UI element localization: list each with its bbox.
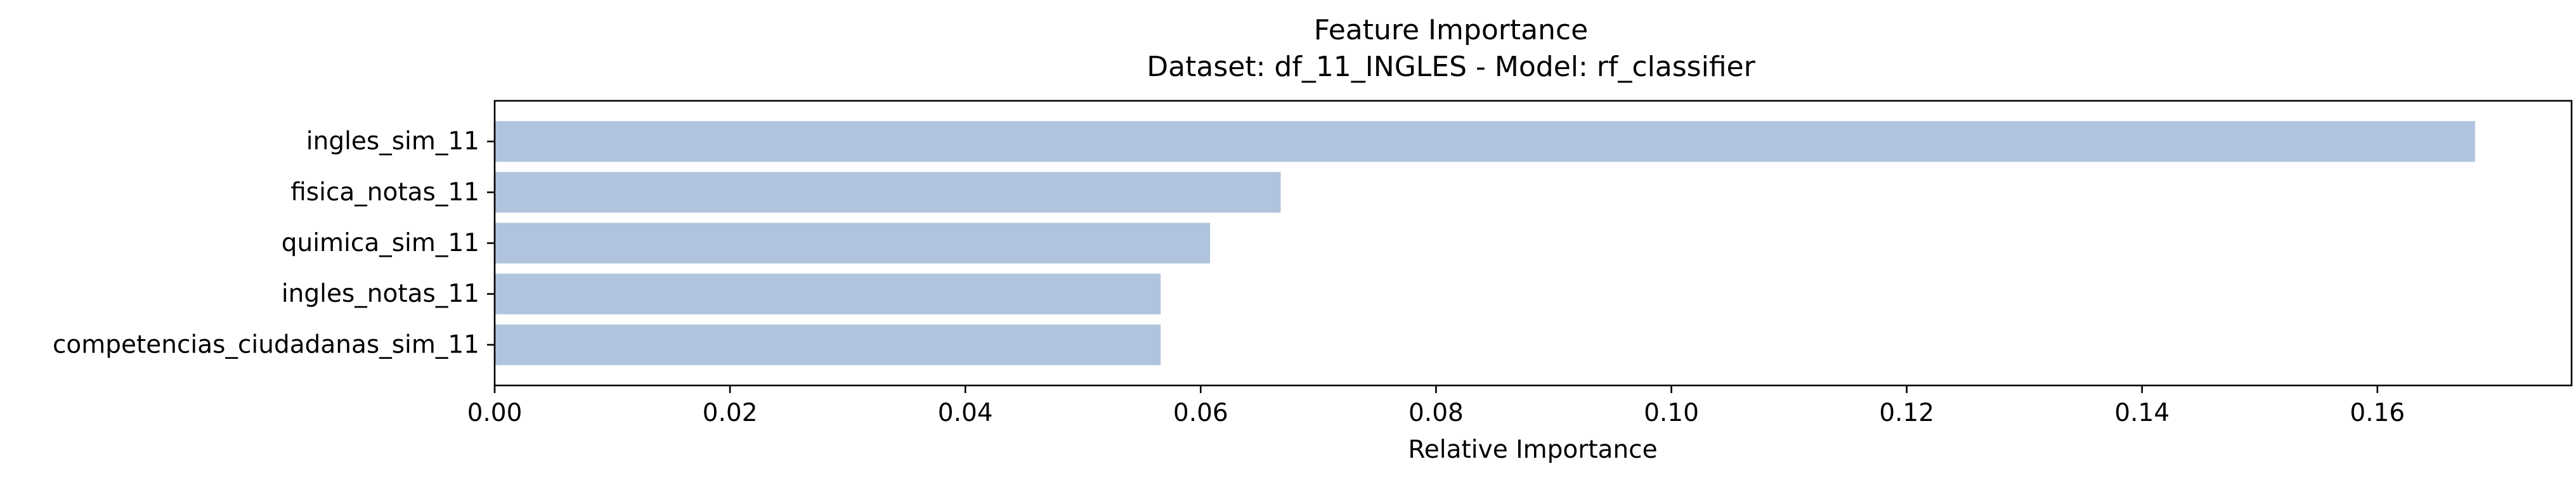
bar-ingles_sim_11 (495, 121, 2475, 162)
chart-subtitle: Dataset: df_11_INGLES - Model: rf_classi… (1147, 51, 1755, 83)
x-axis: 0.00 0.02 0.04 0.06 0.08 0.10 0.12 0.14 0.16 (467, 385, 2405, 427)
bar-fisica_notas_11 (495, 172, 1281, 213)
x-tick-label: 0.04 (938, 399, 993, 427)
bar-ingles_notas_11 (495, 273, 1161, 314)
x-tick-label: 0.08 (1408, 399, 1464, 427)
x-tick-label: 0.12 (1879, 399, 1934, 427)
bar-quimica_sim_11 (495, 223, 1211, 264)
y-tick-label: ingles_notas_11 (282, 280, 479, 308)
x-tick-label: 0.00 (467, 399, 523, 427)
x-axis-label: Relative Importance (1408, 436, 1657, 464)
x-tick-label: 0.06 (1173, 399, 1228, 427)
y-axis: ingles_sim_11 fisica_notas_11 quimica_sim_… (53, 127, 495, 359)
plot-frame (493, 100, 2573, 387)
y-tick-label: fisica_notas_11 (290, 178, 479, 207)
bar-competencias_ciudadanas_sim_11 (495, 324, 1161, 365)
y-tick-label: competencias_ciudadanas_sim_11 (53, 330, 479, 359)
x-tick-label: 0.14 (2114, 399, 2169, 427)
bars-layer (495, 121, 2475, 365)
x-tick-label: 0.02 (703, 399, 758, 427)
chart-title: Feature Importance (1314, 14, 1588, 46)
x-tick-label: 0.16 (2350, 399, 2405, 427)
x-tick-label: 0.10 (1644, 399, 1699, 427)
y-tick-label: quimica_sim_11 (282, 229, 479, 257)
y-tick-label: ingles_sim_11 (306, 127, 479, 156)
